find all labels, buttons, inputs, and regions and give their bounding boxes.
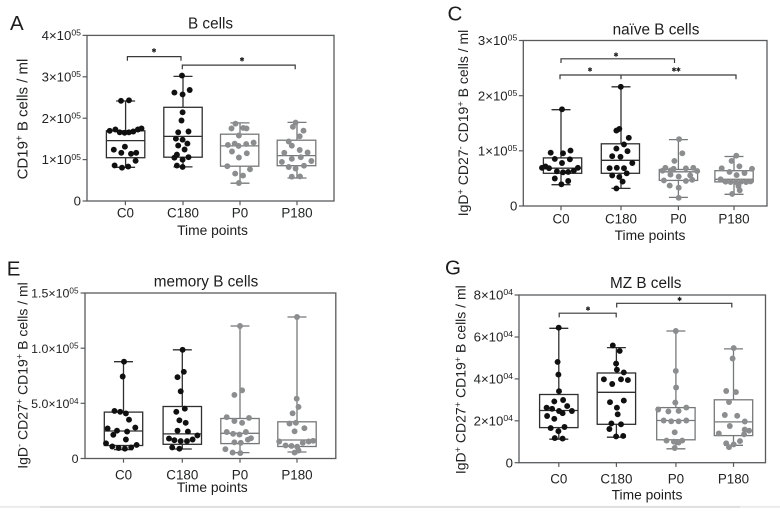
svg-text:P180: P180 bbox=[718, 472, 749, 487]
svg-text:0: 0 bbox=[510, 199, 517, 214]
svg-text:Time points: Time points bbox=[612, 488, 683, 503]
svg-text:C0: C0 bbox=[552, 211, 569, 226]
svg-text:P0: P0 bbox=[232, 467, 248, 482]
svg-text:C: C bbox=[448, 3, 463, 26]
svg-text:C180: C180 bbox=[167, 206, 199, 221]
svg-text:IgD-​ CD27+​ CD19+​ B cells /: IgD-​ CD27+​ CD19+​ B cells / ml bbox=[14, 282, 30, 469]
svg-text:6×1004​: 6×1004​ bbox=[474, 329, 514, 344]
svg-text:0: 0 bbox=[506, 455, 513, 470]
svg-text:Time points: Time points bbox=[177, 223, 248, 238]
svg-text:1×1005​: 1×1005​ bbox=[42, 152, 82, 167]
svg-text:memory B cells: memory B cells bbox=[154, 274, 259, 291]
svg-text:0: 0 bbox=[74, 194, 81, 209]
svg-text:C0: C0 bbox=[115, 467, 132, 482]
svg-text:P180: P180 bbox=[281, 467, 312, 482]
svg-text:1.0×1005​: 1.0×1005​ bbox=[31, 342, 79, 356]
svg-text:P180: P180 bbox=[718, 211, 749, 226]
svg-text:0: 0 bbox=[72, 452, 79, 466]
svg-text:MZ B cells: MZ B cells bbox=[610, 275, 682, 292]
svg-text:P0: P0 bbox=[668, 472, 684, 487]
svg-text:P180: P180 bbox=[281, 206, 312, 221]
svg-text:3×1005​: 3×1005​ bbox=[478, 33, 518, 48]
svg-text:IgD+​ CD27+​ CD19+​ B cells /: IgD+​ CD27+​ CD19+​ B cells / ml bbox=[453, 285, 469, 474]
svg-text:G: G bbox=[445, 257, 461, 280]
svg-text:C0: C0 bbox=[550, 472, 567, 487]
svg-text:2×1005​: 2×1005​ bbox=[478, 88, 518, 103]
svg-text:C180: C180 bbox=[166, 467, 198, 482]
svg-text:4×1005​: 4×1005​ bbox=[42, 28, 82, 43]
svg-text:B cells: B cells bbox=[188, 15, 233, 32]
svg-text:2×1004​: 2×1004​ bbox=[474, 413, 514, 428]
svg-text:P0: P0 bbox=[670, 211, 686, 226]
svg-text:C180: C180 bbox=[605, 211, 637, 226]
svg-text:5.0×1004​: 5.0×1004​ bbox=[31, 397, 79, 411]
svg-text:1×1005​: 1×1005​ bbox=[478, 143, 518, 158]
svg-text:C180: C180 bbox=[600, 472, 632, 487]
svg-text:3×1005​: 3×1005​ bbox=[42, 69, 82, 84]
svg-text:Time points: Time points bbox=[177, 480, 248, 495]
svg-text:P0: P0 bbox=[232, 206, 248, 221]
svg-text:2×1005​: 2×1005​ bbox=[42, 110, 82, 125]
svg-text:naïve B cells: naïve B cells bbox=[613, 22, 700, 39]
svg-text:C0: C0 bbox=[117, 206, 134, 221]
svg-text:1.5×1005​: 1.5×1005​ bbox=[31, 287, 79, 301]
svg-text:Time points: Time points bbox=[615, 228, 686, 243]
svg-text:4×1004​: 4×1004​ bbox=[474, 371, 514, 386]
svg-text:IgD+​ CD27-​ CD19+​ B cells /: IgD+​ CD27-​ CD19+​ B cells / ml bbox=[455, 30, 471, 217]
svg-text:8×1004​: 8×1004​ bbox=[474, 287, 514, 302]
svg-text:CD19+​ B cells / ml: CD19+​ B cells / ml bbox=[15, 59, 32, 180]
svg-text:E: E bbox=[7, 257, 21, 280]
svg-text:A: A bbox=[10, 12, 24, 35]
